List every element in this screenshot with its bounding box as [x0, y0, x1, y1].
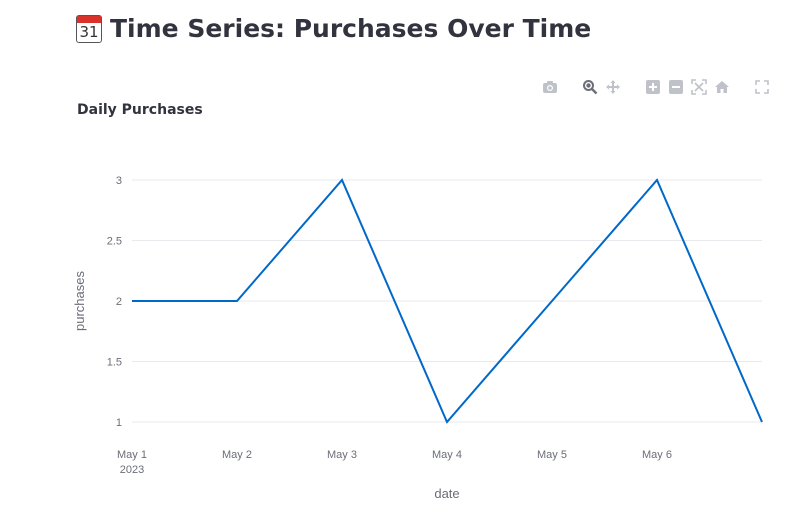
x-tick-label: May 4	[432, 449, 462, 461]
chart-title: Daily Purchases	[77, 102, 203, 118]
camera-icon[interactable]	[541, 78, 559, 96]
y-axis-label: purchases	[72, 271, 87, 331]
x-tick-label: May 6	[642, 449, 672, 461]
x-tick-label: May 1	[117, 449, 147, 461]
fullscreen-icon[interactable]	[753, 78, 771, 96]
x-tick-year-label: 2023	[120, 464, 144, 476]
zoom-icon[interactable]	[581, 78, 599, 96]
y-tick-label: 1	[116, 417, 122, 429]
home-icon[interactable]	[713, 78, 731, 96]
y-tick-label: 2.5	[107, 236, 122, 248]
zoom-in-icon[interactable]	[644, 78, 662, 96]
autoscale-icon[interactable]	[690, 78, 708, 96]
x-tick-label: May 2	[222, 449, 252, 461]
x-axis-label: date	[434, 486, 459, 501]
y-tick-label: 3	[116, 175, 122, 187]
x-tick-label: May 3	[327, 449, 357, 461]
y-tick-label: 1.5	[107, 357, 122, 369]
page-title-text: Time Series: Purchases Over Time	[110, 14, 592, 43]
calendar-icon: 31	[76, 14, 102, 43]
pan-icon[interactable]	[604, 78, 622, 96]
y-tick-label: 2	[116, 296, 122, 308]
series-line[interactable]	[132, 178, 763, 424]
chart-modebar	[541, 78, 771, 96]
zoom-out-icon[interactable]	[667, 78, 685, 96]
x-tick-label: May 5	[537, 449, 567, 461]
page-title: 31 Time Series: Purchases Over Time	[76, 14, 591, 43]
